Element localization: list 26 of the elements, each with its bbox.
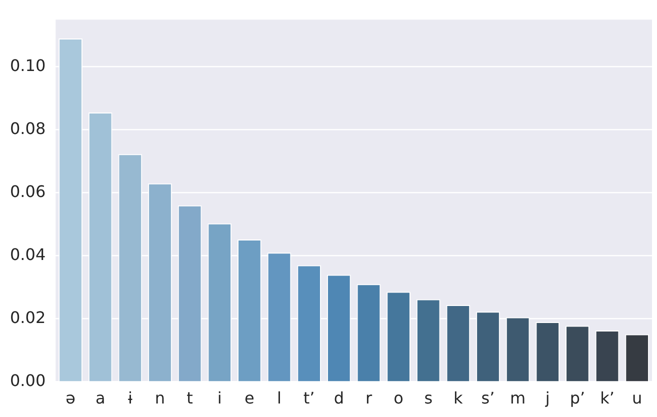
x-tick-label: k bbox=[454, 388, 464, 408]
x-tick-label: s bbox=[424, 388, 433, 408]
x-tick-label: n bbox=[154, 388, 166, 408]
x-tick-label: ɨ bbox=[128, 388, 133, 408]
x-tick-label: s’ bbox=[481, 388, 495, 408]
x-tick-label: d bbox=[334, 388, 344, 408]
x-tick-label: j bbox=[544, 388, 550, 408]
y-tick-label: 0.04 bbox=[10, 244, 46, 264]
x-tick-label: p’ bbox=[570, 388, 586, 408]
x-tick-label: m bbox=[510, 388, 526, 408]
x-tick-label: u bbox=[632, 388, 642, 408]
y-tick-label: 0.00 bbox=[10, 370, 46, 390]
x-tick-label: e bbox=[244, 388, 254, 408]
x-tick-label: ə bbox=[66, 388, 76, 408]
x-tick-label: l bbox=[277, 388, 282, 408]
y-tick-label: 0.08 bbox=[10, 118, 46, 138]
x-tick-label: i bbox=[217, 388, 222, 408]
y-tick-label: 0.06 bbox=[10, 182, 46, 201]
x-tick-label: r bbox=[365, 388, 372, 408]
x-tick-label: o bbox=[394, 388, 404, 408]
x-tick-label: k’ bbox=[600, 388, 614, 408]
y-tick-label: 0.02 bbox=[10, 308, 46, 327]
x-tick-label: t’ bbox=[303, 388, 315, 408]
x-tick-label: t bbox=[186, 388, 193, 408]
y-tick-label: 0.10 bbox=[10, 56, 46, 75]
x-tick-label: a bbox=[95, 388, 106, 408]
